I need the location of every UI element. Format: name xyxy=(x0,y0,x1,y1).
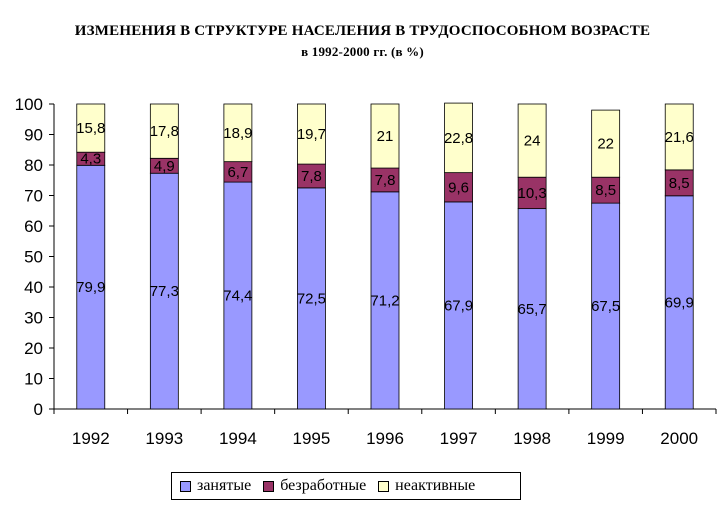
legend-swatch-employed xyxy=(180,480,191,492)
y-tick-label: 100 xyxy=(15,95,43,114)
bar-segment xyxy=(444,201,473,410)
y-tick-label: 70 xyxy=(24,187,43,206)
data-label: 24 xyxy=(524,133,541,150)
y-tick-label: 10 xyxy=(24,370,43,389)
bar-segment xyxy=(517,176,547,210)
data-label: 9,6 xyxy=(448,179,469,196)
bar-segment xyxy=(370,103,400,169)
y-tick-label: 80 xyxy=(24,156,43,175)
data-label: 21,6 xyxy=(665,129,694,146)
bar-segment xyxy=(591,176,621,204)
y-tick-label: 90 xyxy=(24,126,43,145)
legend-label-inactive: неактивные xyxy=(395,477,476,494)
bar-segment xyxy=(297,187,326,410)
bar-segment xyxy=(517,103,547,178)
y-tick-label: 50 xyxy=(24,248,43,267)
bar-segment xyxy=(149,172,179,410)
legend-item-inactive: неактивные xyxy=(378,477,475,495)
x-category-label: 2000 xyxy=(660,429,698,448)
bar-segment xyxy=(591,202,621,410)
data-label: 22,8 xyxy=(444,130,473,147)
bar-segment xyxy=(444,102,473,174)
data-label: 72,5 xyxy=(297,290,326,307)
legend-item-unemployed: безработные xyxy=(263,477,366,495)
bar-segment xyxy=(444,172,473,203)
bar-segment xyxy=(223,181,253,410)
legend-swatch-inactive xyxy=(378,480,390,492)
bar-segment xyxy=(297,103,326,165)
bar-segment xyxy=(664,195,694,410)
data-label: 65,7 xyxy=(518,301,547,318)
bar-segment xyxy=(76,103,106,153)
y-tick-label: 60 xyxy=(24,217,43,236)
data-label: 7,8 xyxy=(301,168,322,185)
y-tick-label: 20 xyxy=(24,339,43,358)
data-label: 67,5 xyxy=(591,298,620,315)
bar-segment xyxy=(76,164,106,410)
legend-label-employed: занятые xyxy=(197,477,252,494)
data-label: 21 xyxy=(377,128,394,145)
data-label: 7,8 xyxy=(375,172,396,189)
data-label: 77,3 xyxy=(150,283,179,300)
data-label: 17,8 xyxy=(150,123,179,140)
data-label: 15,8 xyxy=(76,120,105,137)
data-label: 22 xyxy=(597,136,614,153)
data-label: 67,9 xyxy=(444,297,473,314)
data-label: 4,9 xyxy=(154,158,175,175)
x-category-label: 1999 xyxy=(587,429,625,448)
y-tick-label: 0 xyxy=(34,400,43,419)
bar-segment xyxy=(223,103,253,163)
legend-label-unemployed: безработные xyxy=(280,477,367,494)
data-label: 18,9 xyxy=(223,125,252,142)
x-category-label: 1992 xyxy=(72,429,110,448)
data-label: 6,7 xyxy=(227,164,248,181)
data-label: 8,5 xyxy=(595,182,616,199)
bar-segment xyxy=(517,208,547,410)
x-category-label: 1996 xyxy=(366,429,404,448)
data-label: 69,9 xyxy=(665,294,694,311)
chart-title: ИЗМЕНЕНИЯ В СТРУКТУРЕ НАСЕЛЕНИЯ В ТРУДОС… xyxy=(74,23,651,39)
y-tick-label: 40 xyxy=(24,278,43,297)
data-label: 19,7 xyxy=(297,126,326,143)
bar-segment xyxy=(591,109,621,178)
chart-legend: занятые безработные неактивные xyxy=(171,472,521,500)
bar-segment xyxy=(149,103,179,159)
x-category-label: 1998 xyxy=(513,429,551,448)
data-label: 8,5 xyxy=(669,175,690,192)
data-label: 74,4 xyxy=(223,288,252,305)
data-label: 4,3 xyxy=(80,151,101,168)
chart-title-block: ИЗМЕНЕНИЯ В СТРУКТУРЕ НАСЕЛЕНИЯ В ТРУДОС… xyxy=(0,20,725,62)
data-label: 71,2 xyxy=(370,292,399,309)
legend-swatch-unemployed xyxy=(263,480,275,492)
x-category-label: 1995 xyxy=(293,429,331,448)
chart-subtitle: в 1992-2000 гг. (в %) xyxy=(301,44,424,59)
data-label: 10,3 xyxy=(518,185,547,202)
bar-segment xyxy=(664,169,694,197)
y-tick-label: 30 xyxy=(24,309,43,328)
data-label: 79,9 xyxy=(76,279,105,296)
legend-item-employed: занятые xyxy=(180,477,251,495)
x-category-label: 1994 xyxy=(219,429,257,448)
x-category-label: 1993 xyxy=(145,429,183,448)
bar-segment xyxy=(664,103,694,171)
x-category-label: 1997 xyxy=(440,429,478,448)
